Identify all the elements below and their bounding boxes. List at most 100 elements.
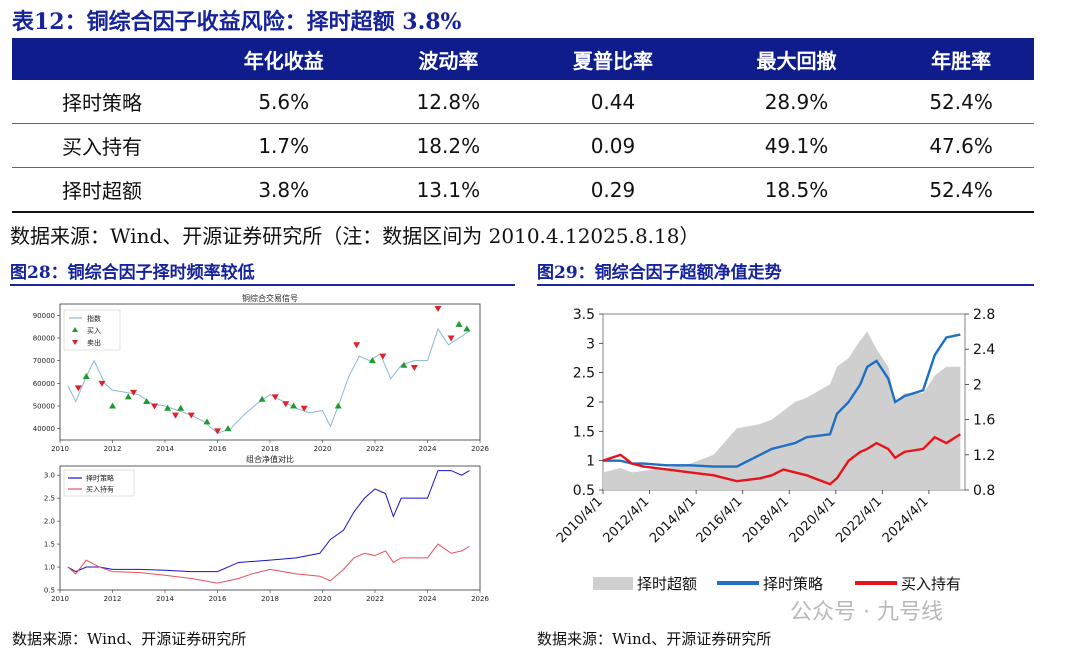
y-left-tick-label: 1 (586, 454, 595, 470)
legend-label: 择时超额 (637, 575, 697, 593)
x-tick-label: 2022 (366, 595, 384, 603)
table-cell: 0.29 (521, 167, 705, 213)
x-tick-label: 2016 (209, 445, 227, 453)
x-tick-label: 2026 (471, 445, 489, 453)
x-tick-label: 2024 (419, 595, 437, 603)
sell-signal-marker (282, 401, 290, 408)
table-cell: 18.5% (704, 167, 889, 213)
chart-title: 铜综合交易信号 (242, 293, 298, 303)
x-tick-label: 2010 (51, 595, 69, 603)
y-tick-label: 70000 (33, 357, 55, 365)
table-cell: 52.4% (888, 167, 1034, 213)
x-tick-label: 2018 (261, 595, 279, 603)
table-row: 买入持有 1.7% 18.2% 0.09 49.1% 47.6% (12, 123, 1034, 168)
y-right-tick-label: 1.2 (973, 448, 995, 464)
table-cell: 13.1% (375, 167, 522, 213)
sell-signal-marker (130, 389, 137, 396)
sell-signal-marker (98, 380, 106, 387)
x-tick-label: 2020 (314, 595, 332, 603)
buy-signal-marker (143, 397, 151, 404)
y-tick-label: 3.0 (44, 472, 55, 480)
x-tick-label: 2014 (156, 595, 174, 603)
x-tick-label: 2016 (209, 595, 227, 603)
table-row: 择时策略 5.6% 12.8% 0.44 28.9% 52.4% (12, 80, 1034, 124)
y-tick-label: 1.5 (44, 541, 55, 549)
buy-signal-marker (400, 361, 408, 368)
y-tick-label: 80000 (33, 335, 55, 343)
series-line-strategy (67, 470, 470, 573)
x-tick-label: 2018/4/1 (740, 494, 792, 546)
x-tick-label: 2024 (419, 445, 437, 453)
sell-signal-marker (379, 353, 387, 360)
legend-label: 买入持有 (86, 485, 114, 494)
row-label: 买入持有 (12, 123, 192, 168)
header-cell: 夏普比率 (521, 38, 705, 80)
buy-signal-marker (455, 320, 463, 327)
figure28-divider (10, 284, 515, 286)
figure28-chart: 铜综合交易信号 2010 2012 2014 2016 2018 2020 2022 2024 2… (33, 293, 490, 603)
table-cell: 5.6% (192, 80, 376, 124)
buy-signal-marker (334, 402, 342, 409)
buy-signal-marker (82, 373, 90, 380)
buy-signal-marker (368, 357, 376, 364)
series-line-hold (602, 433, 961, 486)
buy-signal-marker (177, 404, 185, 411)
x-tick-label: 2020/4/1 (787, 494, 839, 546)
sell-signal-marker (353, 342, 361, 349)
x-tick-label: 2020 (314, 445, 332, 453)
buy-signal-marker (224, 425, 232, 432)
sell-signal-marker (214, 428, 221, 435)
y-right-tick-label: 1.6 (973, 413, 995, 429)
buy-signal-marker (463, 325, 471, 332)
y-tick-label: 1.0 (44, 564, 55, 572)
x-tick-label: 2012/4/1 (600, 494, 652, 546)
y-tick-label: 60000 (33, 380, 55, 388)
table-row: 择时超额 3.8% 13.1% 0.29 18.5% 52.4% (12, 167, 1034, 213)
y-left-tick-label: 2.5 (573, 366, 595, 382)
header-cell: 最大回撤 (704, 38, 889, 80)
sell-signal-marker (410, 364, 418, 371)
table-source-note: 数据来源：Wind、开源证券研究所（注：数据区间为 2010.4.12025.8… (10, 224, 700, 248)
x-tick-label: 2016/4/1 (694, 494, 746, 546)
x-tick-label: 2012 (104, 445, 122, 453)
header-cell (12, 38, 192, 80)
x-tick-label: 2022/4/1 (833, 494, 885, 546)
x-tick-label: 2014 (156, 445, 174, 453)
y-right-tick-label: 0.8 (973, 483, 995, 499)
sell-signal-marker (300, 405, 308, 412)
legend-swatch-sell (72, 340, 78, 345)
table-cell: 28.9% (704, 80, 889, 124)
y-right-tick-label: 2.8 (973, 307, 995, 323)
legend-label: 买入持有 (901, 575, 961, 593)
x-tick-label: 2010/4/1 (554, 494, 606, 546)
legend-label: 指数 (87, 314, 101, 323)
legend-box (63, 469, 135, 497)
x-tick-label: 2022 (366, 445, 384, 453)
table-cell: 1.7% (192, 123, 376, 168)
y-left-tick-label: 3 (586, 336, 595, 352)
y-tick-label: 90000 (33, 312, 55, 320)
legend-swatch-buy (72, 327, 78, 332)
legend-label: 择时策略 (763, 575, 823, 593)
series-line-hold (67, 543, 470, 584)
legend-label: 择时策略 (86, 474, 114, 483)
sell-signal-marker (151, 403, 158, 410)
sell-signal-marker (172, 412, 179, 419)
area-excess (603, 331, 961, 490)
table-cell: 0.09 (521, 123, 705, 168)
buy-signal-marker (258, 395, 266, 402)
watermark: 公众号 · 九号线 (790, 600, 943, 625)
y-right-tick-label: 2 (973, 377, 982, 393)
sell-signal-marker (447, 335, 455, 342)
buy-signal-marker (109, 402, 116, 409)
sell-signal-marker (187, 412, 195, 419)
buy-signal-marker (290, 402, 298, 409)
table-cell: 0.44 (521, 80, 705, 124)
y-right-tick-label: 2.4 (973, 342, 995, 358)
header-cell: 年胜率 (888, 38, 1034, 80)
chart-title: 组合净值对比 (246, 454, 294, 464)
table-header-row: 年化收益 波动率 夏普比率 最大回撤 年胜率 (12, 38, 1034, 80)
x-tick-label: 2018 (261, 445, 279, 453)
y-tick-label: 0.5 (44, 587, 55, 595)
figure28-source: 数据来源：Wind、开源证券研究所 (12, 630, 247, 648)
